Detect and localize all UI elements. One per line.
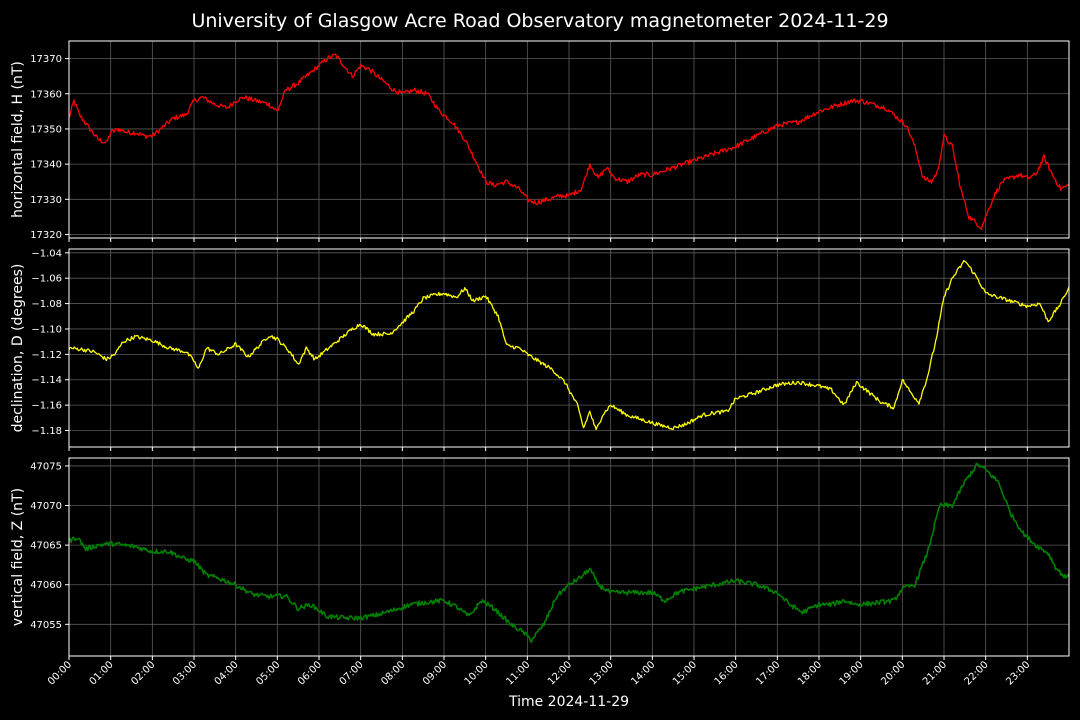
panel-3: 47055 47060 47065 47070 47075 vertical field,…	[10, 457, 1070, 660]
y-tick-label: −1.14	[31, 375, 62, 386]
x-tick-label: 14:00	[629, 659, 657, 687]
x-tick-label: 08:00	[379, 659, 407, 687]
x-tick-label: 22:00	[963, 659, 991, 687]
x-tick-label: 01:00	[88, 659, 116, 687]
y-tick-label: 47060	[30, 580, 62, 591]
x-tick-label: 02:00	[129, 659, 157, 687]
x-tick-label: 17:00	[754, 659, 782, 687]
y-tick-label: −1.10	[31, 324, 62, 335]
y-tick-label: 17350	[30, 124, 62, 135]
x-tick-label: 03:00	[171, 659, 199, 687]
y-axis-label: declination, D (degrees)	[10, 264, 26, 433]
x-tick-label: 16:00	[713, 659, 741, 687]
x-tick-label: 00:00	[46, 659, 74, 687]
y-tick-label: 47055	[30, 620, 62, 631]
x-tick-label: 15:00	[671, 659, 699, 687]
y-tick-label: −1.12	[31, 350, 62, 361]
y-tick-label: 17320	[30, 230, 62, 241]
x-tick-label: 10:00	[463, 659, 491, 687]
y-tick-label: −1.06	[31, 274, 62, 285]
y-tick-label: −1.18	[31, 426, 62, 437]
x-axis-label: Time 2024-11-29	[508, 694, 629, 710]
y-tick-label: 17330	[30, 195, 62, 206]
x-tick-label: 21:00	[921, 659, 949, 687]
y-tick-label: −1.04	[31, 248, 62, 259]
y-tick-label: 17340	[30, 160, 62, 171]
panel-2: −1.18 −1.16 −1.14 −1.12 −1.10 −1.08 −1.06 −1.04…	[10, 248, 1070, 451]
x-tick-label: 12:00	[546, 659, 574, 687]
y-axis-label: vertical field, Z (nT)	[10, 488, 26, 626]
x-tick-label: 11:00	[504, 659, 532, 687]
y-axis-label: horizontal field, H (nT)	[10, 61, 26, 218]
x-tick-label: 09:00	[421, 659, 449, 687]
y-tick-label: 47070	[30, 501, 62, 512]
y-tick-label: −1.16	[31, 401, 62, 412]
y-tick-label: 47065	[30, 541, 62, 552]
series-line-3-1	[68, 462, 1070, 643]
x-tick-label: 18:00	[796, 659, 824, 687]
x-tick-label: 04:00	[213, 659, 241, 687]
panel-1: 17320 17330 17340 17350 17360 17370 horizontal…	[10, 40, 1070, 242]
x-tick-label: 13:00	[588, 659, 616, 687]
page-title: University of Glasgow Acre Road Observat…	[191, 10, 889, 32]
x-tick-label: 23:00	[1004, 659, 1032, 687]
series-line-2-1	[68, 259, 1070, 431]
series-line-1-1	[68, 53, 1070, 230]
y-tick-label: 47075	[30, 461, 62, 472]
x-tick-label: 07:00	[338, 659, 366, 687]
x-tick-label: 19:00	[838, 659, 866, 687]
y-tick-label: −1.08	[31, 299, 62, 310]
x-tick-label: 06:00	[296, 659, 324, 687]
x-tick-label: 20:00	[879, 659, 907, 687]
y-tick-label: 17370	[30, 54, 62, 65]
x-tick-label: 05:00	[254, 659, 282, 687]
y-tick-label: 17360	[30, 89, 62, 100]
